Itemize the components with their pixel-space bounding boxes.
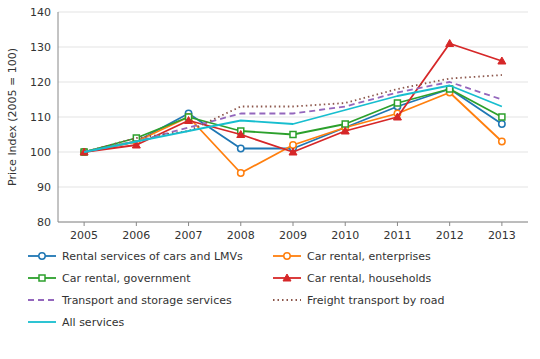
x-tick-label: 2010 [331,229,359,242]
y-tick-label: 140 [30,6,51,19]
y-tick-label: 130 [30,41,51,54]
x-tick-label: 2008 [227,229,255,242]
legend-label: Car rental, government [62,272,191,285]
x-tick-label: 2013 [488,229,516,242]
grid-line [58,12,528,13]
series-line [84,86,502,153]
grid-line [58,222,528,223]
legend-marker [283,274,291,281]
x-tick-label: 2005 [70,229,98,242]
series-point [341,127,349,134]
series-point [185,117,193,124]
chart: 80 90 100 110 120 130 140 2005 2006 2007 2008 2009 2… [0,0,540,359]
y-axis-line [58,12,59,222]
legend-marker [39,253,45,259]
series-point [237,131,245,138]
series-point [499,138,505,144]
series-point [499,114,505,120]
x-tick-label: 2011 [383,229,411,242]
x-tick [501,222,502,226]
x-tick [84,222,85,226]
x-tick [188,222,189,226]
series-point [498,57,506,64]
series-point [289,148,297,155]
legend-label: Freight transport by road [307,294,444,307]
series-point [394,100,400,106]
y-axis-label: Price Index (2005 = 100) [6,48,19,186]
series-line [84,89,502,152]
series-point [238,170,244,176]
legend-label: Rental services of cars and LMVs [62,250,243,263]
x-tick-label: 2006 [122,229,150,242]
grid-line [58,82,528,83]
legend-swatch [28,321,56,323]
x-tick-label: 2009 [279,229,307,242]
grid-line [58,117,528,118]
series-point [499,121,505,127]
y-tick-label: 110 [30,111,51,124]
series-line [84,44,502,153]
x-tick [136,222,137,226]
x-axis-line [58,222,528,223]
legend-label: Transport and storage services [61,294,232,307]
legend-marker [284,253,290,259]
legend-label: Car rental, households [307,272,431,285]
series-point [238,145,244,151]
legend: Rental services of cars and LMVs Car rent… [28,250,444,329]
x-tick [240,222,241,226]
grid-line [58,187,528,188]
series-line [84,93,502,174]
x-tick-label: 2007 [175,229,203,242]
y-tick-label: 120 [30,76,51,89]
x-tick [293,222,294,226]
y-tick-label: 90 [37,181,51,194]
series-line [84,89,502,152]
legend-swatch [273,299,301,301]
series-point [446,40,454,47]
plot-data [80,40,506,177]
x-tick [449,222,450,226]
legend-label: Car rental, enterprises [307,250,431,263]
legend-swatch [28,299,56,301]
legend-label: All services [62,316,125,329]
series-line [84,82,502,152]
x-tick [397,222,398,226]
y-tick-label: 80 [37,216,51,229]
y-tick-label: 100 [30,146,51,159]
x-tick-label: 2012 [436,229,464,242]
series-point [290,132,296,138]
legend-marker [39,275,45,281]
x-tick [345,222,346,226]
series-point [393,113,401,120]
grid [58,12,528,222]
series-line [84,75,502,152]
